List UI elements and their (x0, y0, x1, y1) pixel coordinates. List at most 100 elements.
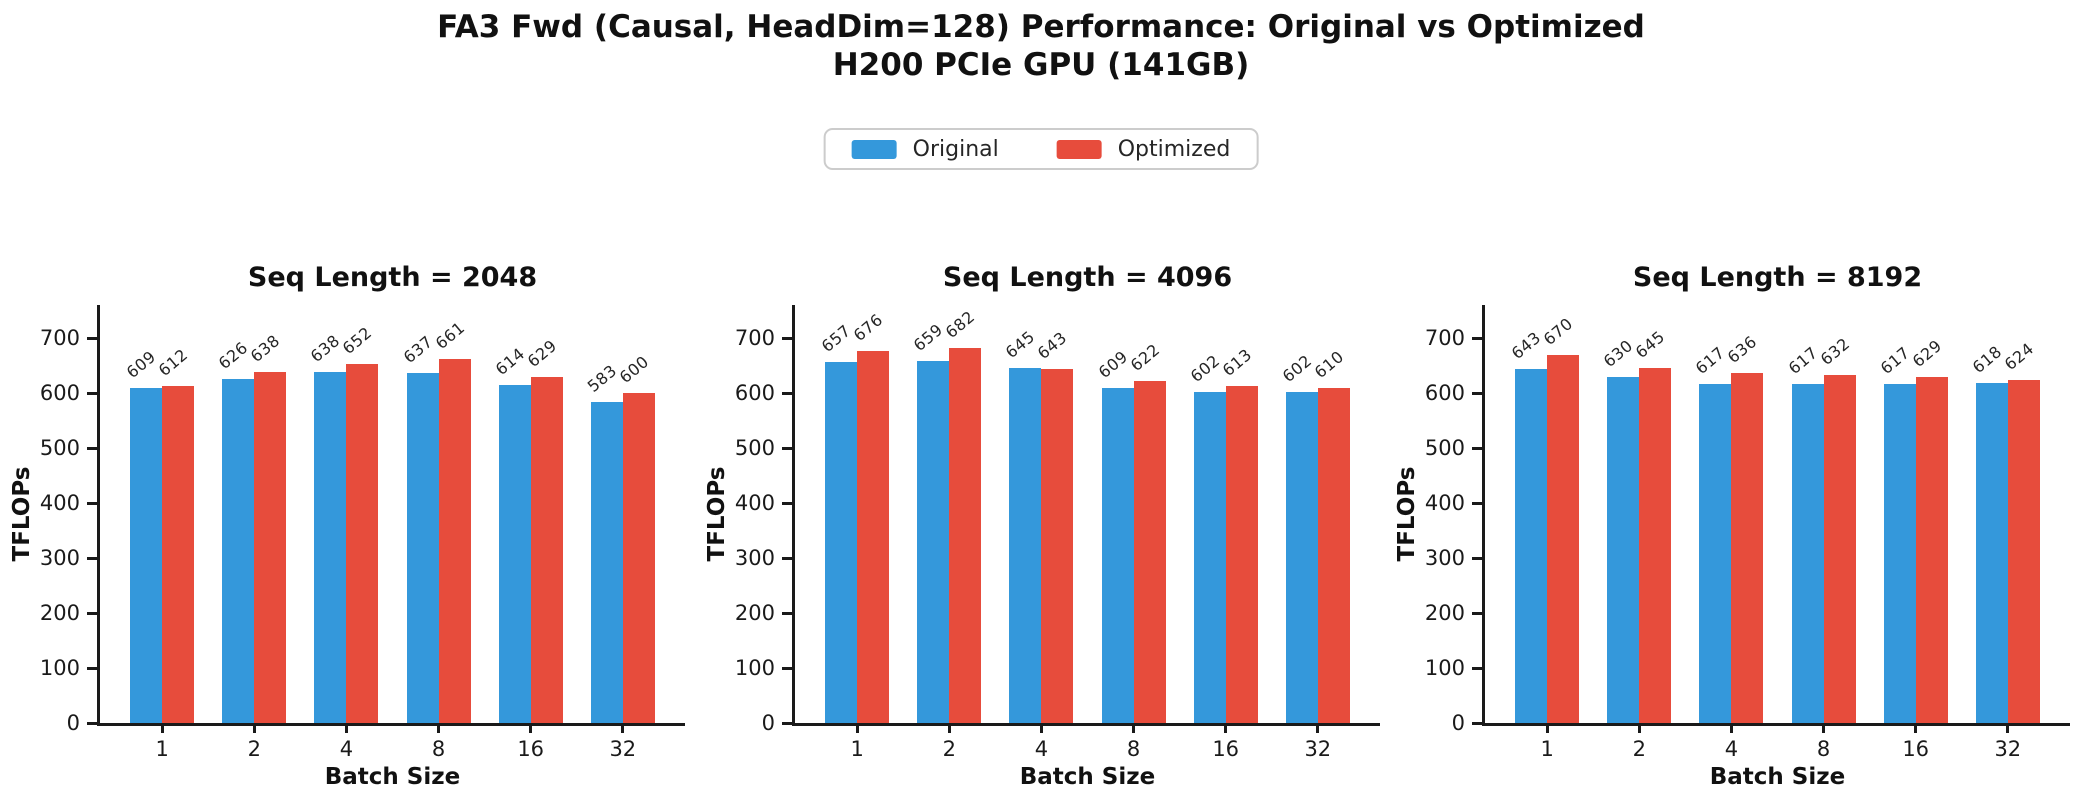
y-tick-mark (782, 556, 792, 560)
bar-optimized (1547, 354, 1580, 723)
bar-original (1883, 383, 1916, 723)
x-tick-label: 16 (1212, 737, 1240, 761)
bar-original (1515, 369, 1548, 723)
bar-original (1193, 391, 1226, 723)
y-tick-label: 500 (734, 436, 775, 460)
y-tick-mark (1472, 556, 1482, 560)
bar-value-label: 617 (1692, 342, 1729, 378)
y-tick-label: 200 (1424, 601, 1465, 625)
y-axis-spine (1482, 305, 1485, 726)
x-tick-mark (621, 723, 625, 733)
y-tick-mark (1472, 721, 1482, 725)
legend-label-original: Original (912, 136, 999, 162)
y-tick-label: 300 (39, 546, 80, 570)
x-tick-label: 2 (942, 737, 956, 761)
y-tick-label: 200 (734, 601, 775, 625)
y-tick-mark (782, 666, 792, 670)
y-tick-label: 700 (1424, 326, 1465, 350)
bar-value-label: 583 (583, 361, 621, 397)
x-axis-label: Batch Size (1019, 764, 1156, 790)
y-tick-mark (87, 446, 97, 450)
x-tick-mark (1822, 723, 1826, 733)
x-tick-label: 8 (431, 737, 446, 761)
y-tick-mark (87, 336, 97, 340)
x-tick-label: 16 (517, 737, 545, 761)
subplot-seq-2048: Seq Length = 2048 TFLOPs 0 100 200 300 400 50… (9, 0, 685, 802)
x-tick-mark (437, 723, 441, 733)
x-tick-mark (1316, 723, 1320, 733)
bar-value-label: 618 (1968, 341, 2006, 378)
y-tick-mark (782, 721, 792, 725)
y-tick-label: 0 (66, 711, 80, 735)
bar-optimized (1133, 380, 1166, 723)
x-tick-label: 16 (1902, 737, 1930, 761)
bar-optimized (1639, 368, 1672, 723)
y-tick-mark (1472, 446, 1482, 450)
bar-value-label: 610 (1310, 346, 1348, 382)
y-tick-mark (782, 336, 792, 340)
legend-swatch-original-icon (851, 139, 897, 159)
bar-value-label: 657 (817, 320, 855, 356)
bar-value-label: 643 (1034, 328, 1071, 364)
figure-title-line1: FA3 Fwd (Causal, HeadDim=128) Performanc… (437, 9, 1645, 45)
y-tick-label: 100 (39, 656, 80, 680)
subplot-seq-8192: Seq Length = 8192 TFLOPs 0 100 200 300 400 50… (1394, 0, 2070, 802)
y-tick-mark (1472, 611, 1482, 615)
bar-original (590, 402, 623, 723)
bar-optimized (1225, 385, 1258, 723)
y-tick-label: 300 (734, 546, 775, 570)
y-tick-label: 300 (1424, 546, 1465, 570)
bar-value-label: 676 (849, 310, 887, 346)
bar-value-label: 602 (1278, 350, 1316, 386)
bar-optimized (438, 359, 471, 723)
bar-original (406, 372, 439, 723)
bar-value-label: 638 (247, 330, 284, 367)
x-tick-mark (1545, 723, 1549, 733)
y-tick-label: 500 (1424, 436, 1465, 460)
bar-optimized (2007, 379, 2040, 723)
y-tick-mark (87, 721, 97, 725)
bar-value-label: 629 (523, 335, 561, 372)
plot-area: 0 100 200 300 400 500 600 700 1 643 670 2 630 645 4 617… (1425, 305, 2070, 761)
bar-original (498, 385, 531, 723)
bar-optimized (254, 372, 287, 723)
bar-value-label: 600 (615, 351, 653, 387)
y-tick-mark (782, 391, 792, 395)
x-tick-label: 32 (609, 737, 637, 761)
y-tick-label: 700 (734, 326, 775, 350)
bar-optimized (1041, 369, 1074, 723)
y-tick-mark (1472, 501, 1482, 505)
x-tick-label: 2 (247, 737, 261, 761)
y-tick-mark (87, 611, 97, 615)
y-tick-label: 600 (39, 381, 80, 405)
bar-value-label: 614 (491, 344, 529, 380)
bar-original (1285, 391, 1318, 723)
y-tick-label: 0 (1451, 711, 1465, 735)
figure-title: FA3 Fwd (Causal, HeadDim=128) Performanc… (0, 8, 2082, 84)
bar-original (130, 388, 163, 723)
x-tick-mark (1039, 723, 1043, 733)
subplot-title: Seq Length = 8192 (1632, 262, 1923, 293)
bar-optimized (1915, 377, 1948, 723)
y-tick-label: 200 (39, 601, 80, 625)
x-tick-mark (2006, 723, 2010, 733)
x-tick-mark (1224, 723, 1228, 733)
legend-entry-optimized: Optimized (1056, 137, 1230, 162)
y-tick-mark (1472, 391, 1482, 395)
bar-optimized (949, 347, 982, 723)
x-tick-mark (252, 723, 256, 733)
y-tick-mark (87, 391, 97, 395)
bar-original (917, 360, 950, 723)
x-tick-label: 4 (339, 737, 354, 761)
bar-value-label: 612 (154, 345, 192, 381)
bar-original (1101, 388, 1134, 723)
bar-value-label: 617 (1784, 342, 1822, 378)
subplot-title: Seq Length = 2048 (247, 262, 538, 293)
bar-optimized (530, 377, 563, 723)
x-tick-label: 1 (850, 737, 864, 761)
bar-value-label: 637 (399, 331, 437, 367)
x-tick-mark (1637, 723, 1641, 733)
bar-value-label: 624 (2000, 338, 2038, 374)
bar-value-label: 609 (1094, 346, 1132, 383)
